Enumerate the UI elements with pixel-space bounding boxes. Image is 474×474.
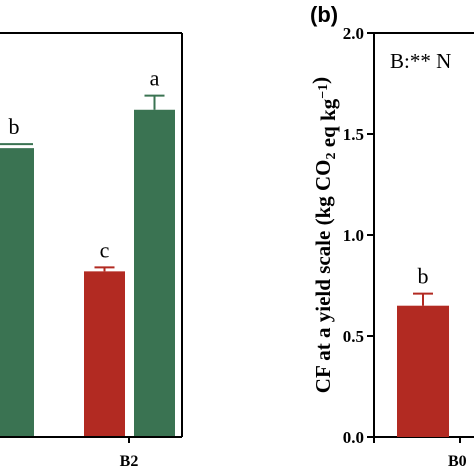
panel-b-y-axis-label-part: −1 xyxy=(316,84,331,99)
panel-b-y-tick-label: 1.5 xyxy=(343,125,364,144)
panel-b-y-tick-label: 2.0 xyxy=(343,24,364,43)
panel-a-x-tick-label: B2 xyxy=(120,453,139,470)
panel-a-red-bar xyxy=(84,271,125,437)
panel-a-red-significance-letter: c xyxy=(100,237,110,262)
panel-b-annotation: B:** N xyxy=(390,49,451,73)
panel-a-significance-letter: b xyxy=(9,114,20,139)
panel-b-red-bar xyxy=(397,305,449,437)
panel-b-y-axis-label: CF at a yield scale (kg CO2 eq kg−1) xyxy=(308,77,340,393)
panel-a-bar-partial xyxy=(0,148,34,437)
panel-b-red-significance-letter: b xyxy=(418,264,429,289)
panel-b-y-tick-label: 0.0 xyxy=(343,428,364,447)
panel-a-green-significance-letter: a xyxy=(150,66,160,91)
panel-b-y-axis-label-part: CF at a yield scale (kg CO xyxy=(311,159,335,393)
panel-b-label: (b) xyxy=(310,2,338,27)
panel-b-x-tick-label: B0 xyxy=(448,453,467,470)
panel-a-green-bar xyxy=(134,109,175,437)
panel-b-y-tick-label: 0.5 xyxy=(343,327,364,346)
panel-b-y-axis-label-part: ) xyxy=(308,77,332,84)
panel-b-y-axis-label-part: eq kg xyxy=(316,98,340,152)
panel-b-y-axis-label-part: 2 xyxy=(324,152,339,159)
panel-b-y-tick-label: 1.0 xyxy=(343,226,364,245)
